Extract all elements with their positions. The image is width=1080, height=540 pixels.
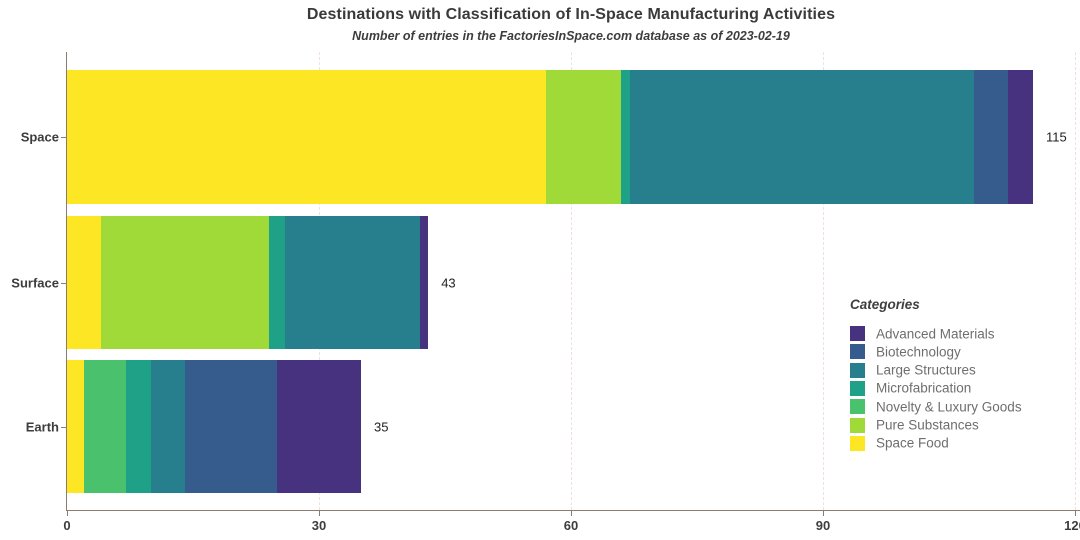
legend-title: Categories [850,297,920,312]
y-axis-tick-earth [61,426,67,428]
gridline-x-90 [823,52,824,510]
bar-segment-surface-advanced-materials [419,216,429,349]
bar-segment-space-pure-substances [545,70,622,204]
y-axis-label-surface: Surface [11,275,59,290]
bar-segment-earth-novelty-luxury-goods [83,360,126,493]
x-axis-tick-0 [67,510,68,516]
legend-label-microfabrication: Microfabrication [876,380,972,396]
x-axis-tick-label-60: 60 [563,518,579,533]
bar-segment-surface-microfabrication [268,216,286,349]
bar-segment-earth-advanced-materials [277,360,361,493]
gridline-x-120 [1075,52,1076,510]
bar-segment-earth-biotechnology [184,360,277,493]
legend-label-novelty-luxury-goods: Novelty & Luxury Goods [876,399,1022,415]
bar-segment-surface-large-structures [285,216,420,349]
bar-segment-space-large-structures [629,70,975,204]
legend-swatch-space-food [850,435,865,451]
bar-segment-surface-pure-substances [100,216,269,349]
legend-label-advanced-materials: Advanced Materials [876,326,995,341]
legend-label-pure-substances: Pure Substances [876,417,979,433]
bar-segment-space-space-food [67,70,546,204]
y-axis-line [66,52,67,510]
x-axis-line [66,510,1080,511]
x-axis-tick-label-30: 30 [311,518,327,533]
legend-swatch-advanced-materials [850,326,865,341]
legend-swatch-novelty-luxury-goods [850,399,865,415]
bar-segment-space-biotechnology [974,70,1008,204]
legend-swatch-pure-substances [850,417,865,433]
bar-segment-earth-microfabrication [125,360,151,493]
bar-total-earth: 35 [374,419,389,434]
x-axis-tick-label-90: 90 [815,518,831,533]
legend-label-space-food: Space Food [876,435,949,451]
legend-label-biotechnology: Biotechnology [876,344,961,360]
x-axis-tick-label-0: 0 [63,518,71,533]
bar-segment-space-microfabrication [621,70,630,204]
bar-total-space: 115 [1046,129,1067,145]
chart-subtitle: Number of entries in the FactoriesInSpac… [352,29,790,43]
x-axis-tick-90 [823,510,824,516]
y-axis-tick-surface [61,282,67,284]
gridline-x-60 [571,52,572,510]
x-axis-tick-30 [319,510,320,516]
legend-swatch-microfabrication [850,380,865,396]
bar-segment-earth-large-structures [151,360,185,493]
bar-segment-space-advanced-materials [1007,70,1033,204]
y-axis-label-space: Space [20,129,59,145]
y-axis-tick-space [61,137,67,138]
bar-total-surface: 43 [441,275,456,290]
legend-swatch-large-structures [850,362,865,378]
y-axis-label-earth: Earth [25,419,59,434]
bar-segment-earth-space-food [67,360,84,493]
x-axis-tick-label-120: 120 [1064,518,1080,533]
x-axis-tick-120 [1075,510,1076,516]
bar-segment-surface-space-food [67,216,101,349]
chart-title: Destinations with Classification of In-S… [306,6,836,23]
legend-swatch-biotechnology [850,344,865,360]
x-axis-tick-60 [571,510,572,516]
legend-label-large-structures: Large Structures [876,362,976,378]
